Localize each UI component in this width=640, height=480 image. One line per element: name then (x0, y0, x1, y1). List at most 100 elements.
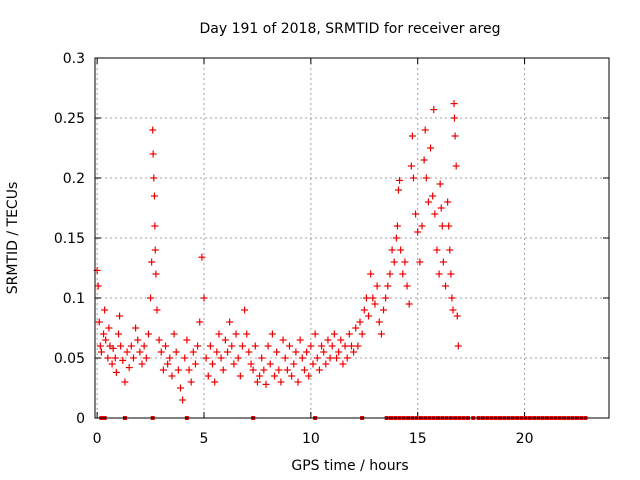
data-point (367, 270, 375, 278)
data-point (101, 306, 109, 314)
chart-title: Day 191 of 2018, SRMTID for receiver are… (200, 21, 501, 37)
data-point (219, 366, 227, 374)
data-point (408, 132, 416, 140)
data-point (343, 354, 351, 362)
data-point (333, 354, 341, 362)
data-point (189, 348, 197, 356)
data-point (397, 246, 405, 254)
data-point (256, 372, 264, 380)
data-point (401, 258, 409, 266)
data-point (290, 360, 298, 368)
data-point (356, 318, 364, 326)
data-point (414, 228, 422, 236)
y-tick-label: 0.1 (63, 291, 85, 307)
data-point (268, 330, 276, 338)
data-point (337, 336, 345, 344)
data-point (117, 342, 125, 350)
data-point (409, 174, 417, 182)
data-point (453, 312, 461, 320)
y-tick-label: 0.2 (63, 171, 85, 187)
data-point (313, 354, 321, 362)
data-point (273, 348, 281, 356)
data-point (442, 282, 450, 290)
data-point (170, 330, 178, 338)
data-point (360, 306, 368, 314)
y-tick-label: 0.05 (54, 351, 85, 367)
data-point (393, 222, 401, 230)
data-point (326, 354, 334, 362)
y-tick-label: 0.25 (54, 111, 85, 127)
data-point (125, 364, 133, 372)
data-point (380, 306, 388, 314)
data-point (187, 378, 195, 386)
data-point (399, 270, 407, 278)
data-point (358, 330, 366, 338)
data-point (95, 318, 103, 326)
data-point (330, 330, 338, 338)
data-point (436, 180, 444, 188)
data-point (224, 348, 232, 356)
data-point (142, 354, 150, 362)
data-point (153, 306, 161, 314)
data-point (150, 174, 158, 182)
data-point (450, 100, 458, 108)
data-point (112, 368, 120, 376)
data-point (439, 258, 447, 266)
data-point (204, 372, 212, 380)
y-tick-label: 0 (76, 411, 85, 427)
data-point (213, 348, 221, 356)
data-point (285, 342, 293, 350)
data-point (251, 342, 259, 350)
data-point (194, 342, 202, 350)
data-point (433, 246, 441, 254)
data-point (172, 348, 180, 356)
data-point (296, 336, 304, 344)
data-point (96, 342, 104, 350)
data-point (147, 294, 155, 302)
data-point (138, 360, 146, 368)
data-point (258, 354, 266, 362)
data-point (183, 336, 191, 344)
data-point (149, 126, 157, 134)
data-point (157, 348, 165, 356)
data-point (305, 372, 313, 380)
data-point (111, 354, 119, 362)
data-point (390, 258, 398, 266)
data-point (155, 336, 163, 344)
data-point (127, 342, 135, 350)
data-point (144, 330, 152, 338)
data-point (129, 354, 137, 362)
data-point (431, 210, 439, 218)
data-point (232, 330, 240, 338)
data-point (176, 384, 184, 392)
data-point (339, 360, 347, 368)
data-point (328, 342, 336, 350)
data-point (438, 222, 446, 230)
data-point (405, 300, 413, 308)
data-point (262, 380, 270, 388)
data-point (249, 366, 257, 374)
data-point (309, 360, 317, 368)
data-point (230, 360, 238, 368)
data-point (97, 348, 105, 356)
data-point (247, 360, 255, 368)
data-point (116, 312, 124, 320)
data-point (403, 282, 411, 290)
x-tick-label: 0 (93, 431, 102, 447)
data-point (445, 222, 453, 230)
data-point (123, 348, 131, 356)
data-point (386, 270, 394, 278)
data-point (298, 354, 306, 362)
data-point (271, 372, 279, 380)
data-point (394, 186, 402, 194)
data-point (115, 330, 123, 338)
data-point (196, 318, 204, 326)
data-point (174, 366, 182, 374)
y-tick-label: 0.15 (54, 231, 85, 247)
data-point (266, 360, 274, 368)
data-point (149, 150, 157, 158)
data-point (100, 330, 108, 338)
data-point (221, 336, 229, 344)
gridlines (95, 58, 609, 418)
data-point (422, 174, 430, 182)
